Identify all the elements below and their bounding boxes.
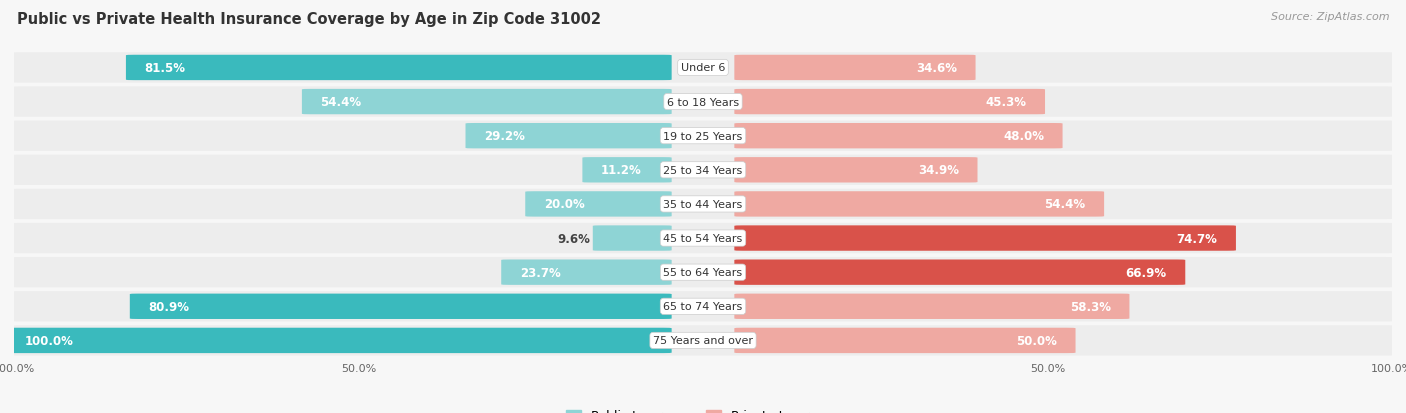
FancyBboxPatch shape [582, 158, 672, 183]
FancyBboxPatch shape [11, 87, 1395, 117]
FancyBboxPatch shape [11, 325, 1395, 356]
Text: 74.7%: 74.7% [1177, 232, 1218, 245]
Text: 54.4%: 54.4% [321, 96, 361, 109]
Text: 11.2%: 11.2% [600, 164, 641, 177]
Text: 9.6%: 9.6% [558, 232, 591, 245]
FancyBboxPatch shape [501, 260, 672, 285]
Text: 100.0%: 100.0% [24, 334, 73, 347]
Legend: Public Insurance, Private Insurance: Public Insurance, Private Insurance [561, 404, 845, 413]
FancyBboxPatch shape [734, 260, 1185, 285]
Text: 34.9%: 34.9% [918, 164, 959, 177]
Text: Source: ZipAtlas.com: Source: ZipAtlas.com [1271, 12, 1389, 22]
Text: 55 to 64 Years: 55 to 64 Years [664, 268, 742, 278]
FancyBboxPatch shape [11, 223, 1395, 254]
Text: 20.0%: 20.0% [544, 198, 585, 211]
FancyBboxPatch shape [11, 257, 1395, 288]
FancyBboxPatch shape [11, 121, 1395, 152]
Text: 80.9%: 80.9% [149, 300, 190, 313]
Text: 54.4%: 54.4% [1045, 198, 1085, 211]
FancyBboxPatch shape [526, 192, 672, 217]
FancyBboxPatch shape [11, 189, 1395, 220]
FancyBboxPatch shape [11, 292, 1395, 322]
FancyBboxPatch shape [127, 56, 672, 81]
FancyBboxPatch shape [11, 155, 1395, 185]
Text: 29.2%: 29.2% [484, 130, 524, 143]
Text: 66.9%: 66.9% [1126, 266, 1167, 279]
Text: 75 Years and over: 75 Years and over [652, 336, 754, 346]
FancyBboxPatch shape [734, 56, 976, 81]
Text: 45 to 54 Years: 45 to 54 Years [664, 233, 742, 243]
FancyBboxPatch shape [734, 192, 1104, 217]
FancyBboxPatch shape [734, 158, 977, 183]
Text: 35 to 44 Years: 35 to 44 Years [664, 199, 742, 209]
FancyBboxPatch shape [734, 294, 1129, 319]
Text: 23.7%: 23.7% [520, 266, 561, 279]
Text: 19 to 25 Years: 19 to 25 Years [664, 131, 742, 141]
Text: 65 to 74 Years: 65 to 74 Years [664, 301, 742, 311]
Text: Under 6: Under 6 [681, 63, 725, 73]
Text: 81.5%: 81.5% [145, 62, 186, 75]
FancyBboxPatch shape [734, 90, 1045, 115]
Text: 34.6%: 34.6% [915, 62, 957, 75]
FancyBboxPatch shape [734, 328, 1076, 353]
Text: 6 to 18 Years: 6 to 18 Years [666, 97, 740, 107]
Text: 50.0%: 50.0% [1017, 334, 1057, 347]
Text: 45.3%: 45.3% [986, 96, 1026, 109]
FancyBboxPatch shape [129, 294, 672, 319]
FancyBboxPatch shape [11, 53, 1395, 83]
Text: Public vs Private Health Insurance Coverage by Age in Zip Code 31002: Public vs Private Health Insurance Cover… [17, 12, 600, 27]
FancyBboxPatch shape [593, 226, 672, 251]
FancyBboxPatch shape [734, 226, 1236, 251]
FancyBboxPatch shape [465, 124, 672, 149]
Text: 48.0%: 48.0% [1002, 130, 1045, 143]
FancyBboxPatch shape [6, 328, 672, 353]
FancyBboxPatch shape [302, 90, 672, 115]
Text: 58.3%: 58.3% [1070, 300, 1111, 313]
FancyBboxPatch shape [734, 124, 1063, 149]
Text: 25 to 34 Years: 25 to 34 Years [664, 166, 742, 176]
